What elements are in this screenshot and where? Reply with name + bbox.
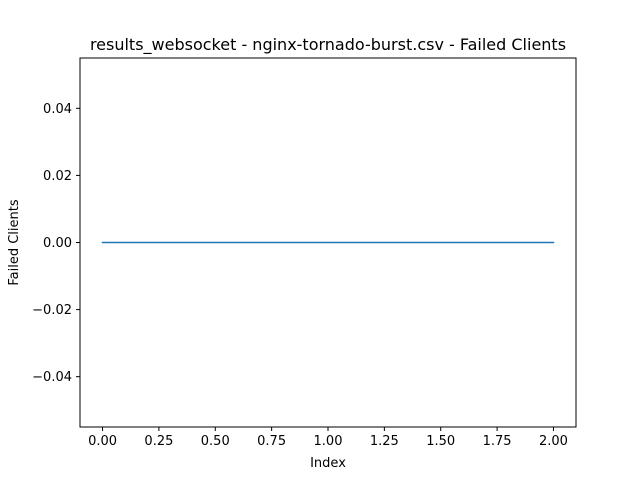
x-tick-label: 1.00	[314, 434, 343, 449]
x-axis-label: Index	[310, 456, 346, 471]
x-tick-label: 1.25	[370, 434, 399, 449]
y-axis: −0.04 −0.02 0.00 0.02 0.04	[32, 102, 80, 385]
x-tick-label: 1.50	[426, 434, 455, 449]
y-axis-label: Failed Clients	[7, 199, 22, 285]
chart-title: results_websocket - nginx-tornado-burst.…	[90, 35, 566, 55]
x-tick-label: 0.50	[201, 434, 230, 449]
y-tick-label: 0.02	[43, 169, 72, 184]
x-tick-label: 1.75	[483, 434, 512, 449]
x-tick-label: 2.00	[539, 434, 568, 449]
y-tick-label: −0.04	[32, 370, 72, 385]
x-tick-label: 0.75	[257, 434, 286, 449]
y-tick-label: −0.02	[32, 303, 72, 318]
x-tick-label: 0.00	[88, 434, 117, 449]
y-tick-label: 0.04	[43, 102, 72, 117]
x-axis: 0.00 0.25 0.50 0.75 1.00 1.25 1.50 1.75 2.00	[88, 427, 568, 449]
x-tick-label: 0.25	[144, 434, 173, 449]
y-tick-label: 0.00	[43, 236, 72, 251]
